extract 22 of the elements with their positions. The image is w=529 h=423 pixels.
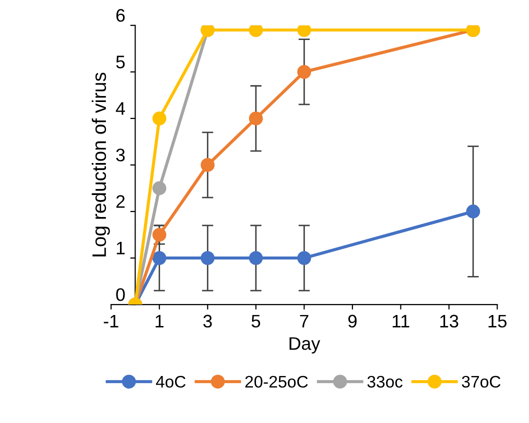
- x-axis-title: Day: [290, 337, 320, 354]
- y-tick-label: 0: [116, 288, 125, 301]
- x-tick-label: 9: [348, 314, 357, 328]
- y-tick-label: 4: [116, 102, 125, 115]
- legend-label: 4oC: [156, 376, 186, 388]
- y-tick-label: 1: [116, 242, 125, 254]
- x-tick-label: 5: [252, 314, 260, 328]
- x-tick-label: 1: [156, 314, 164, 328]
- x-tick-label: -1: [104, 314, 118, 328]
- x-tick-label: 3: [203, 314, 212, 328]
- legend-label: 37oC: [462, 376, 500, 388]
- x-tick-label: 13: [440, 314, 458, 328]
- y-tick-label: 2: [116, 195, 125, 208]
- y-tick-label: 5: [116, 56, 125, 68]
- x-tick-label: 11: [392, 314, 410, 328]
- legend-label: 20-25oC: [245, 376, 308, 388]
- x-tick-label: 15: [488, 314, 507, 328]
- legend-label: 33oc: [367, 376, 402, 388]
- y-tick-label: 3: [116, 148, 125, 162]
- y-axis-title: Log reduction of virus: [92, 72, 110, 256]
- y-tick-label: 6: [116, 9, 125, 22]
- x-tick-label: 7: [300, 314, 308, 328]
